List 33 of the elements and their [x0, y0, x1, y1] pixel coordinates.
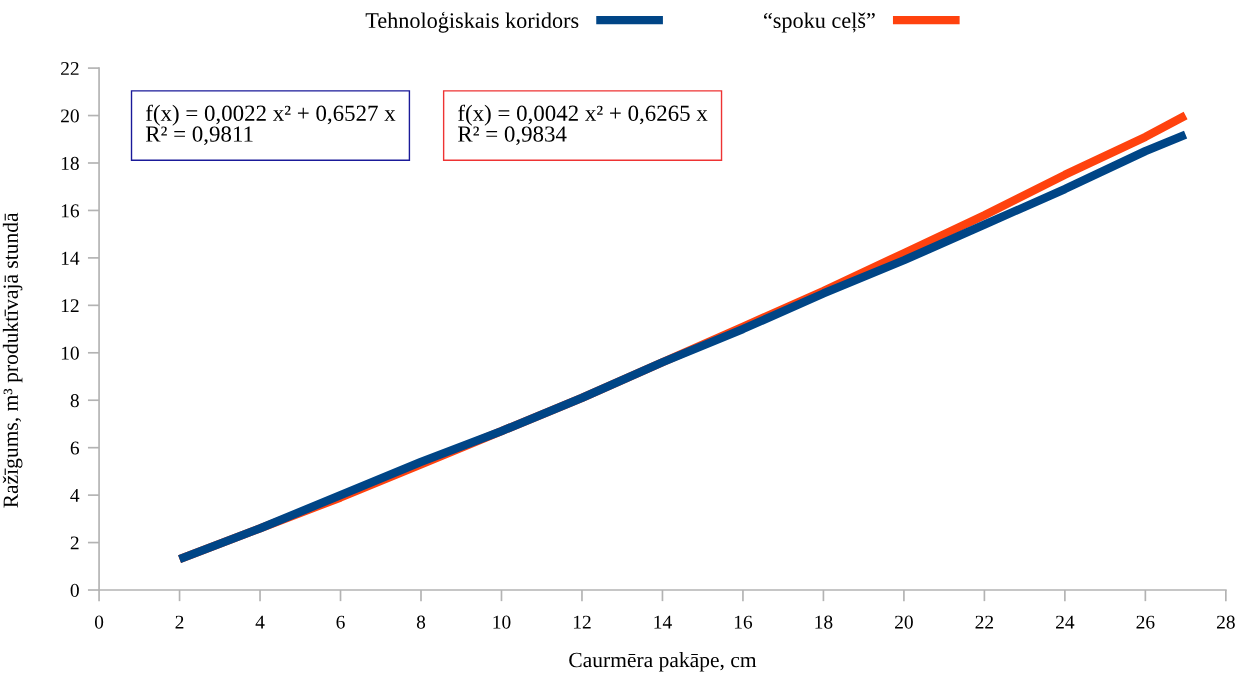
x-tick-label: 10	[493, 615, 511, 629]
x-tick-label: 14	[654, 615, 672, 629]
y-tick-label: 10	[61, 346, 79, 360]
y-tick-label: 6	[70, 441, 80, 455]
y-tick-label: 4	[70, 489, 80, 502]
x-tick-label: 8	[416, 615, 426, 629]
x-axis-title: Caurmēra pakāpe, cm	[569, 652, 757, 672]
y-tick-label: 2	[70, 536, 79, 550]
y-axis-title: Ražīgums, m³ produktīvajā stundā	[2, 212, 23, 508]
x-tick-label: 22	[975, 615, 994, 629]
legend-label: Tehnoloģiskais koridors	[365, 11, 579, 33]
x-tick-label: 24	[1056, 615, 1075, 629]
x-tick-label: 6	[336, 615, 345, 629]
x-tick-label: 18	[815, 615, 833, 629]
y-tick-label: 0	[70, 583, 79, 597]
x-tick-label: 26	[1136, 615, 1155, 629]
annotation: f(x) = 0,0022 x² + 0,6527 x R² = 0,9811	[145, 104, 396, 146]
x-tick-label: 0	[94, 615, 104, 629]
x-tick-label: 4	[255, 615, 265, 629]
x-tick-label: 2	[175, 615, 184, 629]
y-tick-label: 8	[70, 394, 79, 408]
x-tick-label: 12	[573, 615, 591, 629]
y-tick-label: 18	[61, 156, 79, 170]
y-tick-label: 12	[61, 299, 79, 313]
x-tick-label: 28	[1216, 615, 1235, 629]
y-tick-label: 20	[61, 109, 79, 123]
y-tick-label: 16	[61, 204, 80, 218]
x-tick-label: 16	[734, 615, 753, 629]
x-tick-label: 20	[895, 615, 913, 629]
y-tick-label: 14	[61, 251, 80, 265]
annotation: f(x) = 0,0042 x² + 0,6265 x R² = 0,9834	[458, 104, 708, 146]
legend-label: “spoku ceļš”	[763, 12, 875, 33]
y-tick-label: 22	[61, 61, 79, 75]
